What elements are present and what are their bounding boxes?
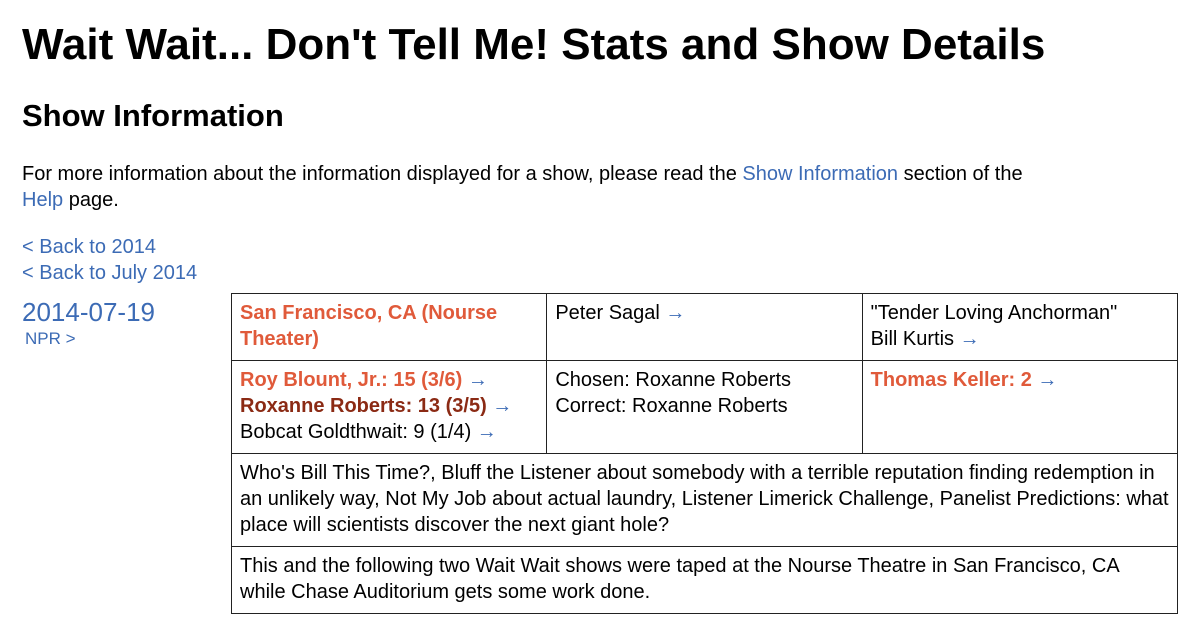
guest-cell: Thomas Keller: 2 →	[861, 360, 1179, 454]
panelists-cell: Roy Blount, Jr.: 15 (3/6) → Roxanne Robe…	[230, 360, 548, 454]
intro-text-end: page.	[63, 189, 119, 211]
host-arrow-link[interactable]: →	[665, 302, 686, 324]
panelist-arrow-link[interactable]: →	[476, 421, 497, 443]
show-information-link[interactable]: Show Information	[742, 163, 899, 185]
table-row: This and the following two Wait Wait sho…	[231, 546, 1178, 614]
scorekeeper-arrow-link[interactable]: →	[959, 328, 980, 350]
notes-cell: This and the following two Wait Wait sho…	[231, 546, 1178, 614]
segments-cell: Who's Bill This Time?, Bluff the Listene…	[231, 453, 1178, 547]
intro-text-middle: section of the	[898, 163, 1023, 185]
intro-text-start: For more information about the informati…	[22, 163, 743, 185]
bluff-correct: Correct: Roxanne Roberts	[555, 395, 788, 417]
bluff-cell: Chosen: Roxanne Roberts Correct: Roxanne…	[546, 360, 863, 454]
host-cell: Peter Sagal →	[546, 293, 863, 361]
table-row: Roy Blount, Jr.: 15 (3/6) → Roxanne Robe…	[230, 360, 1179, 454]
panelist-score: Bobcat Goldthwait: 9 (1/4)	[240, 421, 472, 443]
show-date-link[interactable]: 2014-07-19	[22, 297, 155, 327]
scorekeeper-cell: "Tender Loving Anchorman" Bill Kurtis →	[861, 293, 1179, 361]
location-cell: San Francisco, CA (Nourse Theater)	[230, 293, 548, 361]
table-row: Who's Bill This Time?, Bluff the Listene…	[231, 453, 1178, 547]
host-name: Peter Sagal	[555, 302, 660, 324]
back-links: < Back to 2014 < Back to July 2014	[22, 234, 197, 286]
guest-score: Thomas Keller: 2	[870, 369, 1032, 391]
panelist-row: Roy Blount, Jr.: 15 (3/6) →	[240, 367, 538, 393]
table-row: San Francisco, CA (Nourse Theater) Peter…	[230, 293, 1179, 361]
panelist-arrow-link[interactable]: →	[467, 369, 488, 391]
scorekeeper-name: Bill Kurtis	[870, 328, 955, 350]
back-to-month-link[interactable]: < Back to July 2014	[22, 262, 198, 284]
panelist-row: Roxanne Roberts: 13 (3/5) →	[240, 393, 538, 419]
npr-link[interactable]: NPR >	[25, 329, 76, 348]
section-heading: Show Information	[22, 98, 284, 133]
scorekeeper-note: "Tender Loving Anchorman"	[870, 302, 1118, 324]
panelist-row: Bobcat Goldthwait: 9 (1/4) →	[240, 419, 538, 445]
help-link[interactable]: Help	[22, 189, 64, 211]
panelist-score: Roy Blount, Jr.: 15 (3/6)	[240, 369, 463, 391]
intro-paragraph: For more information about the informati…	[22, 161, 1122, 213]
show-location: San Francisco, CA (Nourse Theater)	[240, 302, 498, 350]
bluff-chosen: Chosen: Roxanne Roberts	[555, 369, 792, 391]
panelist-score: Roxanne Roberts: 13 (3/5)	[240, 395, 487, 417]
guest-arrow-link[interactable]: →	[1037, 369, 1058, 391]
panelist-arrow-link[interactable]: →	[492, 395, 513, 417]
back-to-year-link[interactable]: < Back to 2014	[22, 236, 156, 258]
show-details-table: San Francisco, CA (Nourse Theater) Peter…	[230, 293, 1179, 614]
page-title: Wait Wait... Don't Tell Me! Stats and Sh…	[22, 20, 1046, 69]
